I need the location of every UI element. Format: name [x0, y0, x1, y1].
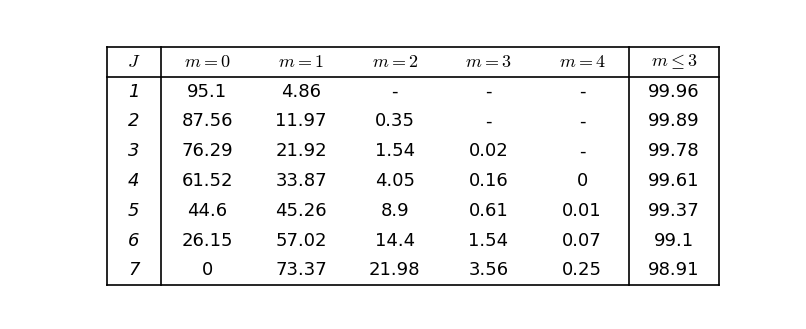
- Text: 3.56: 3.56: [468, 261, 509, 279]
- Text: $m \leq 3$: $m \leq 3$: [650, 53, 697, 71]
- Text: 4.86: 4.86: [281, 83, 321, 101]
- Text: -: -: [485, 83, 492, 101]
- Text: 0.01: 0.01: [563, 202, 602, 220]
- Text: 61.52: 61.52: [181, 172, 233, 190]
- Text: -: -: [485, 113, 492, 131]
- Text: 21.92: 21.92: [275, 142, 326, 160]
- Text: 1.54: 1.54: [375, 142, 415, 160]
- Text: 1.54: 1.54: [468, 232, 509, 250]
- Text: 11.97: 11.97: [276, 113, 326, 131]
- Text: 5: 5: [128, 202, 139, 220]
- Text: $m=4$: $m=4$: [559, 53, 605, 71]
- Text: 0.07: 0.07: [562, 232, 602, 250]
- Text: 73.37: 73.37: [275, 261, 327, 279]
- Text: 7: 7: [128, 261, 139, 279]
- Text: $m=3$: $m=3$: [465, 53, 512, 71]
- Text: 0.35: 0.35: [375, 113, 414, 131]
- Text: 6: 6: [128, 232, 139, 250]
- Text: 57.02: 57.02: [276, 232, 326, 250]
- Text: 0: 0: [576, 172, 588, 190]
- Text: 45.26: 45.26: [275, 202, 326, 220]
- Text: 99.1: 99.1: [654, 232, 694, 250]
- Text: 95.1: 95.1: [187, 83, 227, 101]
- Text: 21.98: 21.98: [369, 261, 421, 279]
- Text: 98.91: 98.91: [648, 261, 700, 279]
- Text: 76.29: 76.29: [181, 142, 233, 160]
- Text: 14.4: 14.4: [375, 232, 415, 250]
- Text: 1: 1: [128, 83, 139, 101]
- Text: 4.05: 4.05: [375, 172, 414, 190]
- Text: 99.78: 99.78: [648, 142, 700, 160]
- Text: 87.56: 87.56: [181, 113, 233, 131]
- Text: 33.87: 33.87: [275, 172, 326, 190]
- Text: 0.61: 0.61: [468, 202, 509, 220]
- Text: 0.16: 0.16: [468, 172, 509, 190]
- Text: -: -: [579, 142, 585, 160]
- Text: -: -: [392, 83, 398, 101]
- Text: 26.15: 26.15: [181, 232, 233, 250]
- Text: $m=0$: $m=0$: [184, 53, 231, 71]
- Text: 99.61: 99.61: [648, 172, 700, 190]
- Text: 3: 3: [128, 142, 139, 160]
- Text: 4: 4: [128, 172, 139, 190]
- Text: 2: 2: [128, 113, 139, 131]
- Text: 99.37: 99.37: [648, 202, 700, 220]
- Text: 0.25: 0.25: [562, 261, 602, 279]
- Text: $J$: $J$: [127, 53, 140, 71]
- Text: 0: 0: [202, 261, 213, 279]
- Text: 44.6: 44.6: [187, 202, 227, 220]
- Text: 99.89: 99.89: [648, 113, 700, 131]
- Text: 0.02: 0.02: [468, 142, 509, 160]
- Text: 99.96: 99.96: [648, 83, 700, 101]
- Text: $m=2$: $m=2$: [372, 53, 418, 71]
- Text: -: -: [579, 113, 585, 131]
- Text: 8.9: 8.9: [380, 202, 409, 220]
- Text: $m=1$: $m=1$: [278, 53, 324, 71]
- Text: -: -: [579, 83, 585, 101]
